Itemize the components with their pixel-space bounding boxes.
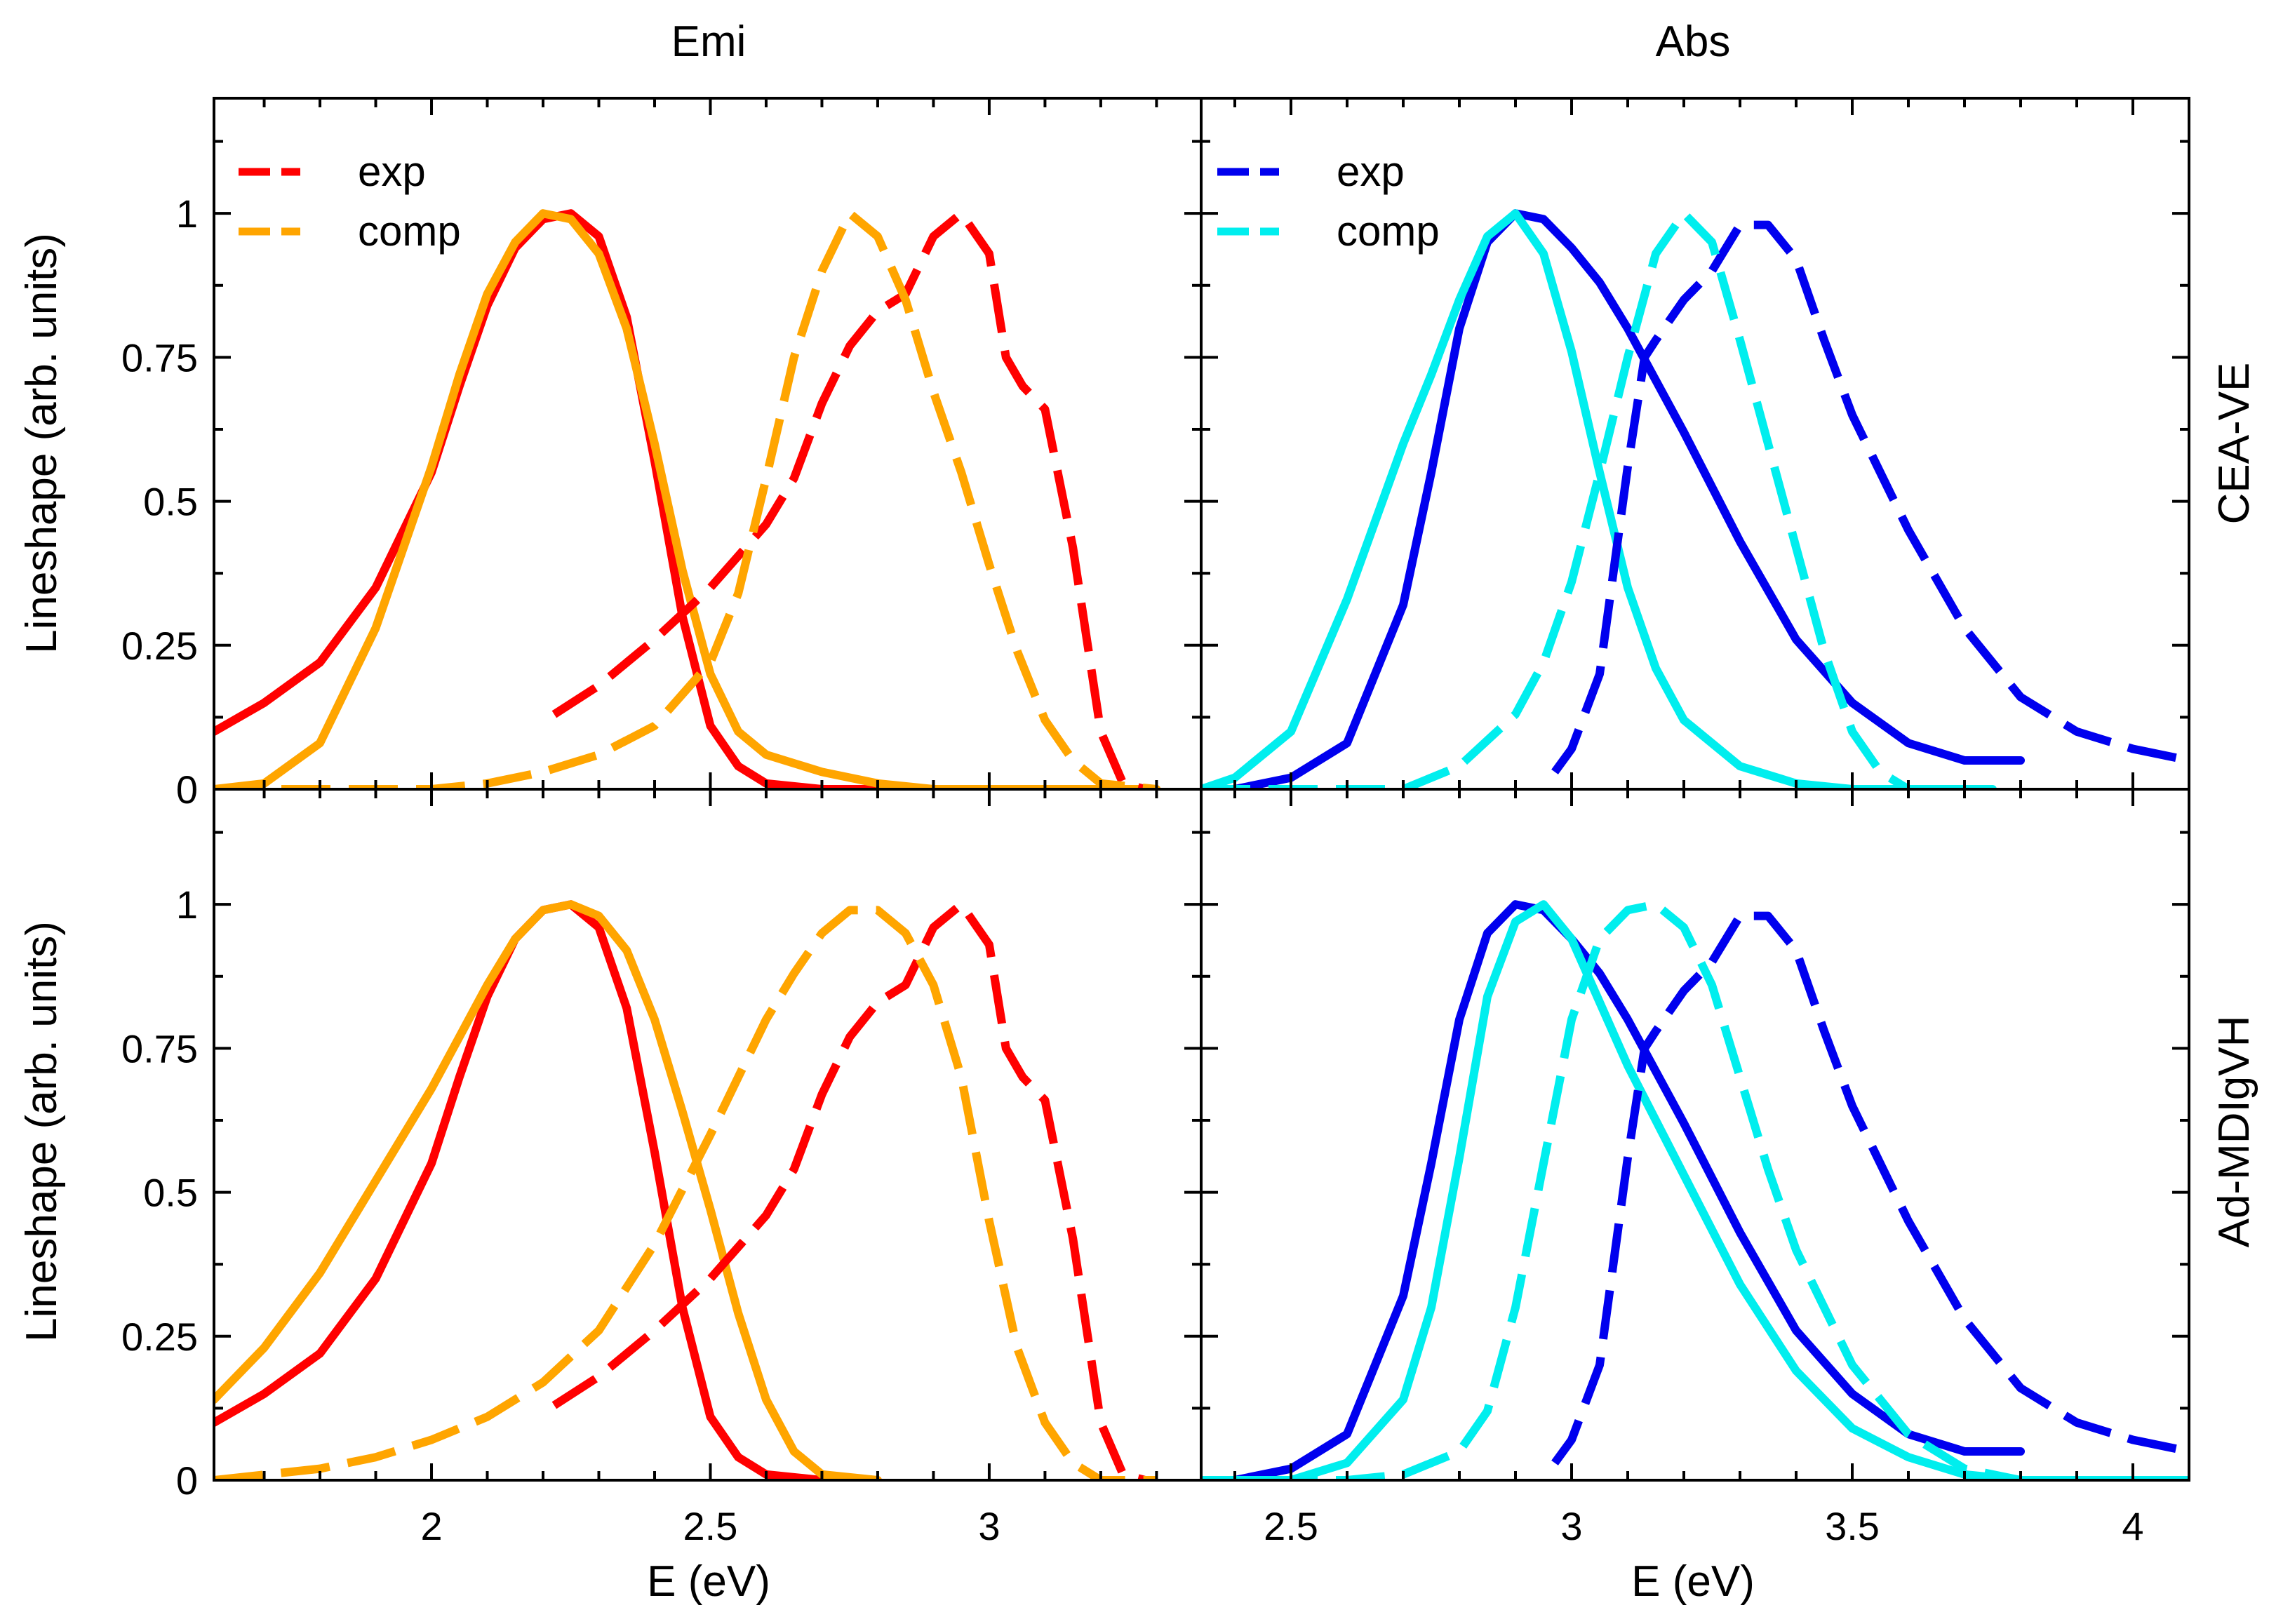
series-ad-mdigvh-emi-comp-solid [214,900,882,1480]
y-tick-label-cea-ve: 0.5 [143,480,198,524]
y-tick-label-cea-ve: 1 [176,192,198,236]
x-tick-label-emi: 2.5 [683,1504,738,1548]
series-cea-ve-abs-comp-dashed [1201,209,1965,789]
legend-emi-comp-label: comp [358,208,461,255]
series-ad-mdigvh-abs-exp-dashed [1551,911,2189,1465]
series-cea-ve-abs-comp-solid [1201,209,1997,789]
series-cea-ve-abs-exp-dashed [1551,220,2189,774]
series-cea-ve-emi-exp-dashed [551,209,1146,789]
x-tick-label-emi: 2 [420,1504,442,1548]
y-axis-label-top: Lineshape (arb. units) [18,233,66,654]
x-tick-label-abs: 3 [1560,1504,1582,1548]
x-tick-label-abs: 4 [2122,1504,2143,1548]
x-tick-label-emi: 3 [978,1504,1000,1548]
y-tick-label-cea-ve: 0 [176,767,198,812]
frame-layer: 0 0.25 0.5 0.75 1 0 0.25 0.5 0.75 1 2 2.5 3 2.5 3 3.5 4 [121,97,2190,1548]
x-axis-label-emi: E (eV) [647,1557,770,1606]
x-tick-label-abs: 2.5 [1264,1504,1318,1548]
legend-abs: exp comp [1217,148,1440,255]
legend-abs-comp-label: comp [1337,208,1440,255]
x-axis-label-abs: E (eV) [1631,1557,1755,1606]
series-ad-mdigvh-abs-comp-dashed [1201,900,2077,1480]
x-tick-label-abs: 3.5 [1825,1504,1880,1548]
series-cea-ve-emi-exp-solid [214,209,882,789]
plot-layer [214,209,2189,1480]
y-tick-label-cea-ve: 0.25 [121,624,198,668]
row-title-ad-mdigvh: Ad-MDIgVH [2210,1016,2258,1248]
legend-emi: exp comp [239,148,461,255]
y-axis-label-bottom: Lineshape (arb. units) [18,921,66,1342]
column-title-abs: Abs [1656,18,1731,66]
y-tick-label-ad-mdigvh: 0.75 [121,1026,198,1071]
series-cea-ve-emi-comp-solid [214,209,1161,789]
legend-abs-exp-label: exp [1337,148,1405,195]
panel-frame-ad-mdigvh-abs [1200,788,2190,1482]
y-tick-label-ad-mdigvh: 0 [176,1458,198,1503]
series-ad-mdigvh-emi-exp-dashed [551,900,1146,1480]
y-tick-label-ad-mdigvh: 0.25 [121,1315,198,1359]
y-tick-label-cea-ve: 0.75 [121,335,198,380]
series-ad-mdigvh-emi-comp-dashed [214,906,1157,1480]
y-tick-label-ad-mdigvh: 0.5 [143,1171,198,1215]
series-cea-ve-emi-comp-dashed [214,209,1158,789]
column-title-emi: Emi [671,18,747,66]
y-tick-label-ad-mdigvh: 1 [176,883,198,927]
row-title-cea-ve: CEA-VE [2210,363,2258,525]
legend-emi-exp-label: exp [358,148,426,195]
